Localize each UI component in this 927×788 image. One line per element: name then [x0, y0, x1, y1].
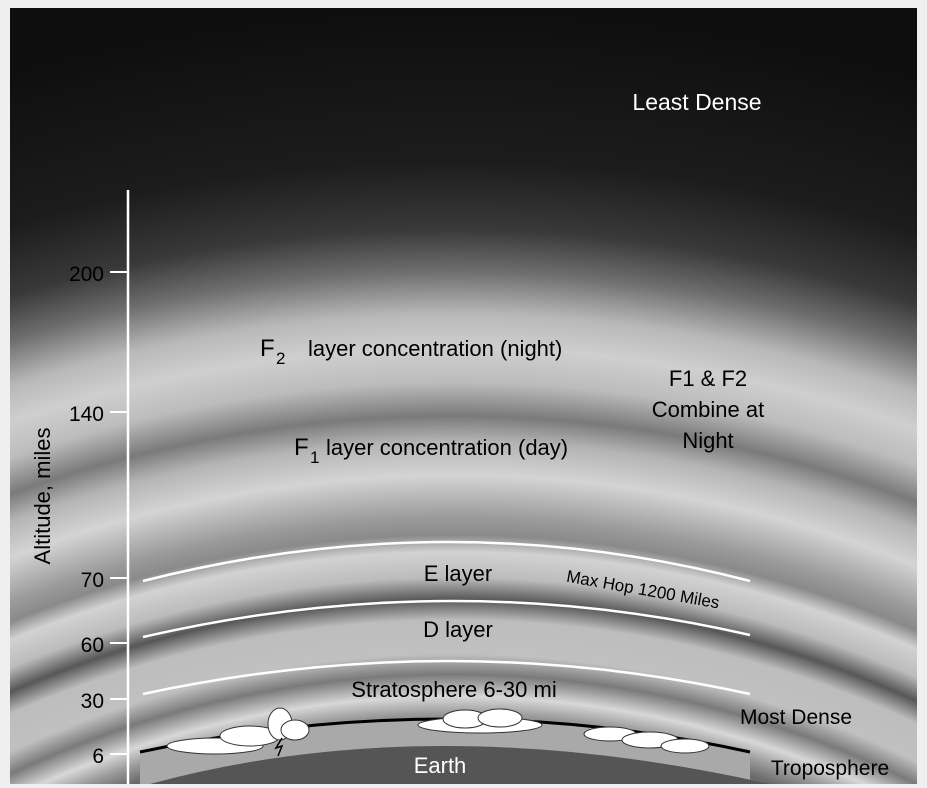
tick-label: 60	[81, 634, 104, 657]
layer-boundaries	[142, 540, 751, 696]
cloud-left	[166, 707, 310, 757]
altitude-axis: 200 140 70 60 30 6 Altitude, miles	[30, 190, 130, 784]
combine-label: F1 & F2 Combine at Night	[652, 366, 765, 453]
earth-surface	[150, 746, 770, 784]
f1-label: F 1 layer concentration (day)	[294, 434, 568, 467]
f1-text: layer concentration (day)	[326, 435, 568, 460]
tick-label: 70	[81, 569, 104, 592]
f2-subscript: 2	[276, 349, 285, 368]
combine-line-2: Combine at	[652, 397, 765, 422]
atmosphere-gradient	[10, 8, 917, 784]
f2-text: layer concentration (night)	[308, 336, 562, 361]
e-layer-boundary	[142, 540, 751, 583]
tick-label: 30	[81, 690, 104, 713]
cloud-right	[583, 726, 710, 754]
diagram-canvas: 200 140 70 60 30 6 Altitude, miles Least…	[10, 8, 917, 784]
d-layer-boundary	[142, 599, 751, 639]
least-dense-label: Least Dense	[632, 89, 761, 115]
stratosphere-boundary	[142, 659, 751, 696]
most-dense-label: Most Dense	[740, 706, 852, 729]
clouds	[166, 707, 710, 757]
cloud-center	[417, 708, 543, 734]
stratosphere-label: Stratosphere 6-30 mi	[351, 677, 556, 702]
tick-label: 6	[92, 745, 104, 768]
axis-title: Altitude, miles	[30, 428, 55, 565]
f1-letter: F	[294, 434, 309, 461]
f2-label: F 2 layer concentration (night)	[260, 335, 562, 368]
e-layer-label: E layer	[424, 561, 492, 586]
f2-letter: F	[260, 335, 275, 362]
d-layer-label: D layer	[423, 617, 493, 642]
tick-label: 140	[69, 403, 104, 426]
tick-label: 200	[69, 263, 104, 286]
combine-line-1: F1 & F2	[669, 366, 747, 391]
troposphere-label: Troposphere	[771, 757, 889, 780]
earth-label: Earth	[414, 753, 467, 778]
ionosphere-diagram: 200 140 70 60 30 6 Altitude, miles Least…	[10, 8, 917, 784]
combine-line-3: Night	[682, 428, 733, 453]
f1-subscript: 1	[310, 448, 319, 467]
